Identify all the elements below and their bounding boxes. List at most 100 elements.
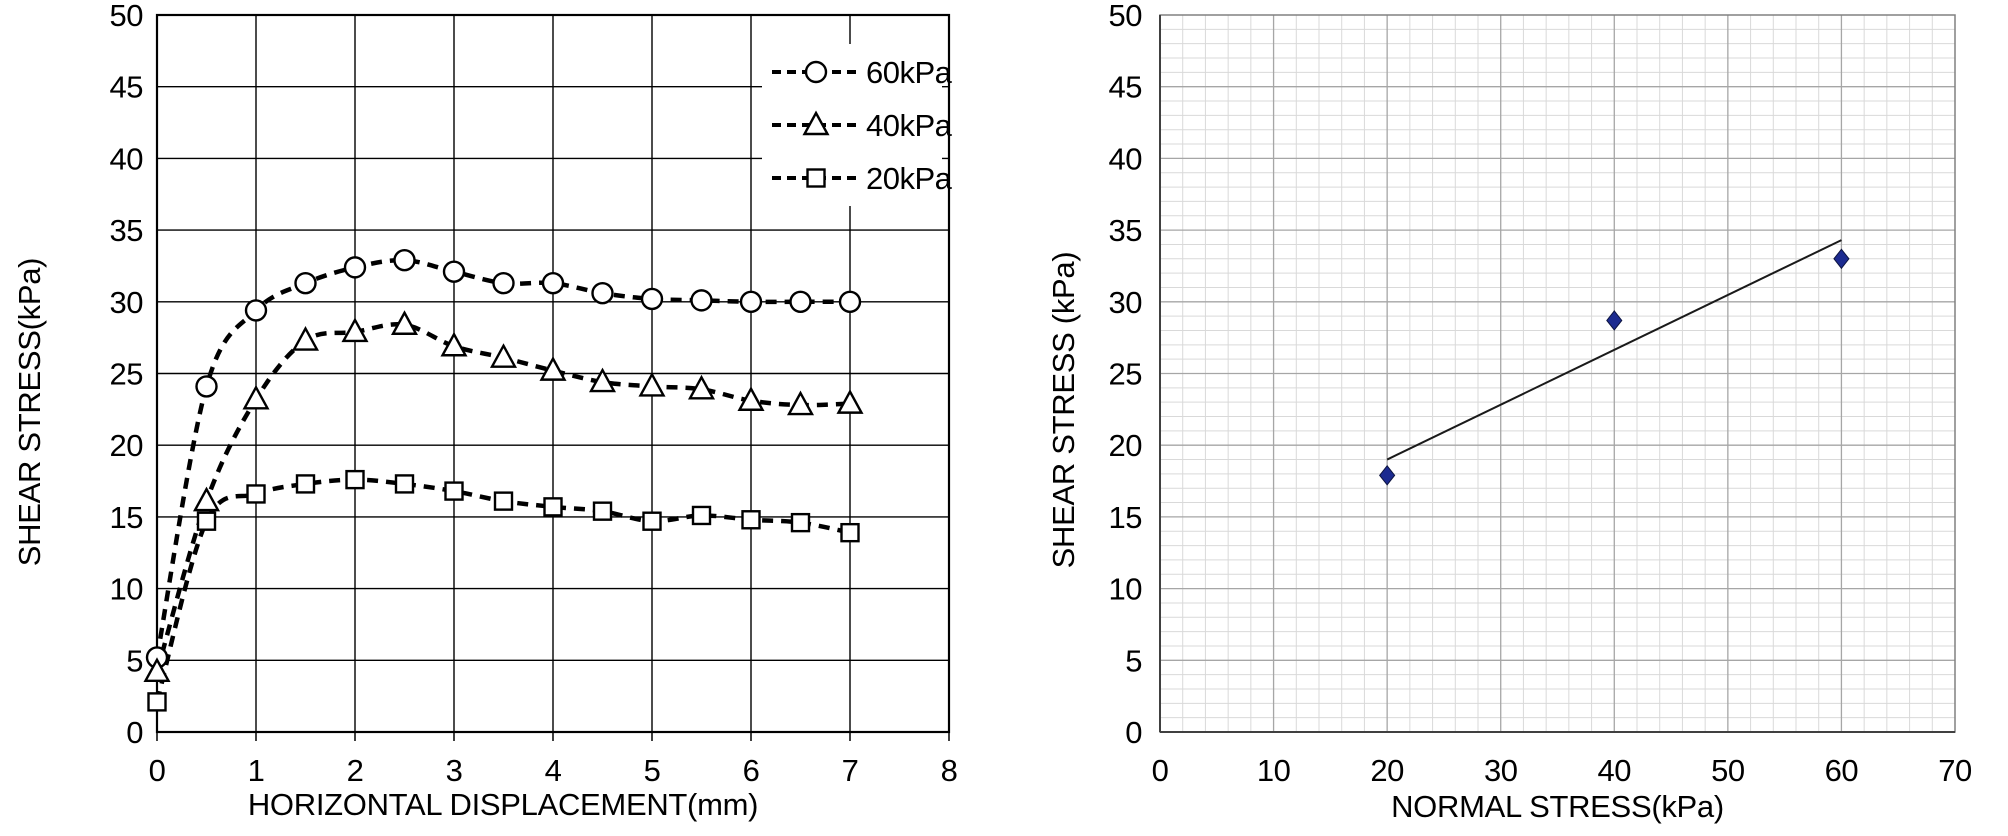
data-point-diamond bbox=[1833, 248, 1850, 270]
marker-circle-60kPa bbox=[294, 271, 317, 295]
marker-circle-60kPa bbox=[343, 256, 367, 279]
x-tick-label: 10 bbox=[1257, 753, 1291, 788]
x-tick-label: 7 bbox=[842, 753, 859, 788]
marker-square-20kPa bbox=[790, 512, 811, 533]
marker-square-20kPa bbox=[345, 469, 365, 490]
y-tick-label: 15 bbox=[110, 500, 143, 535]
x-axis-title: HORIZONTAL DISPLACEMENT(mm) bbox=[248, 787, 758, 822]
marker-square-20kPa bbox=[642, 511, 662, 531]
marker-triangle-40kPa bbox=[341, 317, 369, 343]
marker-circle-60kPa bbox=[492, 271, 515, 295]
y-tick-label: 45 bbox=[1109, 70, 1142, 105]
legend: 60kPa 40kPa 20kPa bbox=[762, 44, 953, 206]
x-tick-label: 40 bbox=[1598, 753, 1632, 788]
failure-envelope-chart: 0 5 10 15 20 25 30 35 40 45 50 0 10 20 30 40 50 60 70 NORMA… bbox=[1046, 0, 1972, 824]
marker-triangle-40kPa bbox=[786, 390, 815, 416]
series-40kPa-curve bbox=[154, 322, 851, 673]
y-tick-label: 35 bbox=[1109, 213, 1142, 248]
x-tick-label: 4 bbox=[545, 753, 562, 788]
marker-square-20kPa bbox=[394, 474, 415, 494]
y-tick-label: 15 bbox=[1109, 500, 1142, 535]
marker-circle-60kPa bbox=[591, 281, 614, 305]
legend-label: 40kPa bbox=[866, 108, 953, 143]
marker-circle-60kPa bbox=[541, 271, 565, 295]
marker-circle-60kPa bbox=[442, 260, 466, 283]
marker-triangle-40kPa bbox=[539, 356, 567, 381]
marker-triangle-40kPa bbox=[390, 310, 419, 335]
legend-marker-triangle bbox=[802, 110, 830, 136]
marker-square-20kPa bbox=[840, 522, 860, 543]
marker-square-20kPa bbox=[246, 484, 266, 504]
marker-circle-60kPa bbox=[838, 290, 862, 313]
series-20kPa-curve bbox=[154, 477, 851, 703]
data-point-diamond bbox=[1379, 465, 1396, 486]
marker-square-20kPa bbox=[295, 474, 316, 494]
marker-circle-60kPa bbox=[393, 249, 416, 272]
y-tick-label: 30 bbox=[110, 285, 144, 320]
x-tick-label: 50 bbox=[1711, 753, 1745, 788]
y-tick-label: 5 bbox=[1125, 643, 1142, 678]
failure-envelope-trendline bbox=[1386, 239, 1842, 461]
y-tick-label: 50 bbox=[110, 0, 144, 33]
x-tick-label: 6 bbox=[743, 753, 760, 788]
marker-circle-60kPa bbox=[789, 290, 812, 313]
x-tick-label: 8 bbox=[941, 753, 958, 788]
marker-circle-60kPa bbox=[195, 375, 218, 398]
marker-triangle-40kPa bbox=[242, 384, 270, 410]
y-tick-label: 10 bbox=[110, 572, 144, 607]
y-tick-label: 35 bbox=[110, 213, 143, 248]
x-tick-label: 20 bbox=[1370, 753, 1404, 788]
x-tick-label: 60 bbox=[1825, 753, 1859, 788]
marker-triangle-40kPa bbox=[291, 326, 320, 351]
x-tick-label: 5 bbox=[644, 753, 661, 788]
y-tick-label: 20 bbox=[1109, 428, 1143, 463]
legend-marker-circle bbox=[804, 60, 828, 84]
x-tick-label: 2 bbox=[347, 753, 364, 788]
x-tick-label: 30 bbox=[1484, 753, 1518, 788]
y-tick-label: 20 bbox=[110, 428, 144, 463]
marker-circle-60kPa bbox=[244, 299, 268, 322]
y-tick-label: 40 bbox=[1109, 141, 1143, 176]
marker-triangle-40kPa bbox=[192, 486, 221, 512]
marker-triangle-40kPa bbox=[737, 386, 765, 411]
y-tick-label: 40 bbox=[110, 141, 144, 176]
marker-square-20kPa bbox=[741, 510, 761, 530]
y-tick-label: 0 bbox=[1125, 715, 1142, 750]
y-axis-title: SHEAR STRESS(kPa) bbox=[12, 258, 47, 566]
marker-square-20kPa bbox=[444, 481, 464, 501]
marker-square-20kPa bbox=[691, 505, 712, 526]
x-tick-label: 0 bbox=[149, 753, 166, 788]
legend-label: 20kPa bbox=[866, 161, 953, 196]
x-tick-label: 3 bbox=[446, 753, 463, 788]
marker-triangle-40kPa bbox=[440, 331, 468, 357]
legend-entry-60kPa: 60kPa bbox=[772, 55, 953, 90]
y-tick-label: 5 bbox=[126, 643, 143, 678]
y-tick-label: 10 bbox=[1109, 572, 1143, 607]
y-tick-label: 0 bbox=[126, 715, 143, 750]
series-60kPa-curve bbox=[154, 257, 850, 658]
marker-triangle-40kPa bbox=[836, 389, 864, 414]
marker-square-20kPa bbox=[147, 692, 167, 712]
y-tick-label: 45 bbox=[110, 70, 143, 105]
marker-triangle-40kPa bbox=[638, 371, 666, 397]
marker-circle-60kPa bbox=[690, 289, 713, 312]
marker-square-20kPa bbox=[196, 511, 217, 531]
data-point-diamond bbox=[1606, 310, 1623, 331]
x-axis-title: NORMAL STRESS(kPa) bbox=[1391, 789, 1724, 824]
legend-marker-square bbox=[806, 168, 826, 188]
y-tick-label: 50 bbox=[1109, 0, 1143, 33]
marker-square-20kPa bbox=[543, 497, 563, 517]
legend-label: 60kPa bbox=[866, 55, 953, 90]
x-tick-label: 1 bbox=[248, 753, 265, 788]
y-tick-label: 25 bbox=[1109, 357, 1142, 392]
legend-entry-40kPa: 40kPa bbox=[772, 108, 953, 143]
y-axis-title: SHEAR STRESS (kPa) bbox=[1046, 252, 1081, 569]
marker-square-20kPa bbox=[592, 501, 613, 521]
marker-circle-60kPa bbox=[739, 290, 763, 313]
y-tick-label: 25 bbox=[110, 357, 143, 392]
legend-entry-20kPa: 20kPa bbox=[772, 161, 953, 196]
marker-triangle-40kPa bbox=[489, 343, 518, 368]
